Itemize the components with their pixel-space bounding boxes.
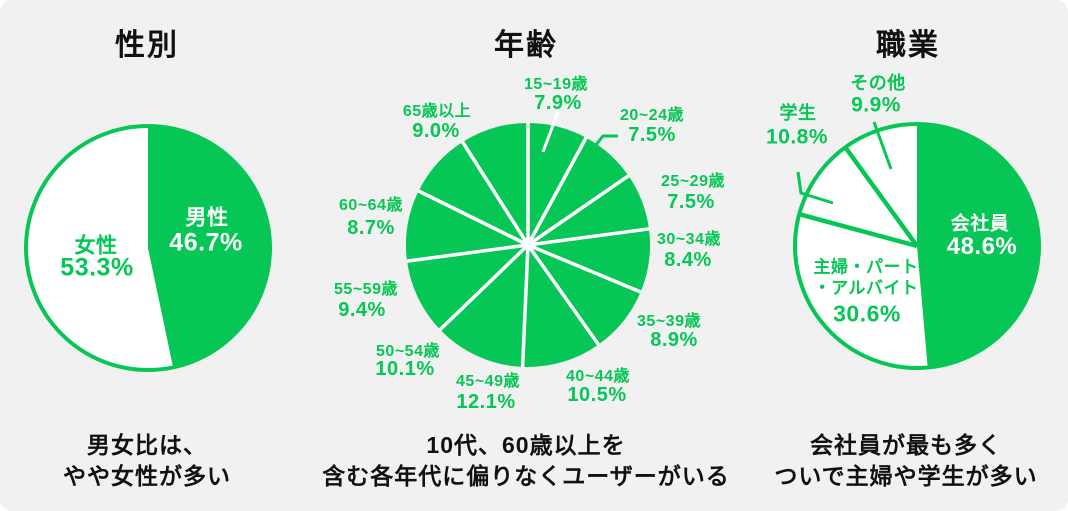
age-slice-6-value: 12.1%	[456, 391, 516, 413]
job-slice-0-value: 48.6%	[946, 233, 1018, 260]
job-leader-line-student	[796, 171, 834, 205]
caption-gender-line2: やや女性が多い	[63, 463, 231, 489]
age-slice-divider-3	[527, 227, 650, 247]
age-slice-9-value: 8.7%	[347, 217, 395, 239]
age-slice-7-value: 10.1%	[375, 358, 435, 380]
caption-age-line2: 含む各年代に偏りなくユーザーがいる	[322, 463, 730, 489]
job-slice-0	[917, 124, 1040, 368]
job-slice-1-label-line1: 主婦・パート	[813, 257, 919, 277]
caption-gender-line1: 男女比は、	[87, 432, 207, 458]
age-slice-divider-10	[461, 141, 530, 246]
gender-slice-female-label: 女性	[74, 234, 118, 258]
age-slice-divider-6	[520, 244, 530, 367]
job-slice-3-value: 9.9%	[851, 93, 901, 117]
gender-slice-female	[26, 126, 174, 371]
job-slice-2-label: 学生	[779, 103, 817, 123]
caption-age-line1: 10代、60歳以上を	[426, 432, 626, 458]
age-slice-2-value: 7.5%	[667, 191, 715, 213]
age-slice-3-value: 8.4%	[664, 249, 712, 271]
caption-gender: 男女比は、 やや女性が多い	[63, 430, 231, 492]
age-leader-line-15-19	[541, 108, 561, 153]
age-slice-5-value: 10.5%	[567, 384, 627, 406]
age-slice-5	[522, 245, 599, 367]
job-slice-divider-1	[843, 145, 919, 248]
age-slice-0-label: 15~19歳	[524, 76, 588, 93]
age-leader-line-20-24	[578, 134, 618, 166]
age-slice-6	[440, 245, 528, 367]
age-slice-4	[528, 245, 641, 345]
age-slice-5-label: 40~44歳	[566, 368, 630, 385]
gender-slice-male	[148, 126, 271, 368]
gender-slice-male-label: 男性	[185, 206, 229, 230]
caption-occupation-line1: 会社員が最も多く	[810, 432, 1002, 458]
age-slice-7-label: 50~54歳	[376, 343, 440, 360]
age-slice-1-value: 7.5%	[628, 124, 676, 146]
job-slice-0-label: 会社員	[950, 213, 1010, 235]
age-slice-divider-9	[417, 189, 529, 247]
age-slice-2	[528, 175, 649, 245]
age-slice-4-value: 8.9%	[650, 329, 698, 351]
age-slice-4-label: 35~39歳	[637, 313, 701, 330]
job-slice-divider-0	[798, 212, 918, 249]
job-leader-line-other	[872, 121, 893, 170]
job-slice-2-value: 10.8%	[765, 125, 829, 149]
caption-occupation: 会社員が最も多く ついで主婦や学生が多い	[774, 430, 1037, 492]
age-slice-divider-2	[527, 174, 630, 247]
age-slice-divider-5	[526, 243, 600, 346]
age-slice-10	[462, 123, 528, 245]
age-slice-2-label: 25~29歳	[661, 173, 725, 190]
caption-age: 10代、60歳以上を 含む各年代に偏りなくユーザーがいる	[322, 430, 730, 492]
age-slice-divider-8	[406, 243, 529, 263]
job-slice-3-label: その他	[850, 73, 906, 93]
age-slice-1-label: 20~24歳	[620, 107, 684, 124]
age-slice-10-value: 9.0%	[412, 120, 460, 142]
age-slice-divider-7	[438, 243, 530, 331]
job-slice-1-value: 30.6%	[833, 300, 901, 327]
chart-title-gender: 性別	[115, 29, 179, 62]
age-slice-8-label: 55~59歳	[334, 281, 398, 298]
age-slice-8-value: 9.4%	[338, 299, 386, 321]
caption-occupation-line2: ついで主婦や学生が多い	[774, 463, 1038, 489]
job-slice-3	[845, 124, 917, 246]
gender-slice-male-value: 46.7%	[169, 228, 243, 257]
age-slice-1	[528, 137, 629, 245]
age-slice-divider-1	[526, 136, 588, 246]
age-slice-8	[405, 190, 528, 262]
age-slice-3	[528, 228, 651, 293]
job-slice-1-label-line2: ・アルバイト	[813, 278, 919, 298]
gender-slice-female-value: 53.3%	[60, 253, 134, 282]
age-slice-3-label: 30~34歳	[657, 231, 721, 248]
age-slice-6-label: 45~49歳	[456, 373, 520, 390]
chart-title-occupation: 職業	[876, 29, 940, 62]
age-slice-divider-4	[527, 243, 642, 294]
age-slice-9-label: 60~64歳	[339, 197, 403, 214]
age-slice-9	[418, 141, 528, 245]
age-slice-7	[407, 245, 528, 330]
chart-title-age: 年齢	[494, 29, 558, 62]
age-slice-10-label: 65歳以上	[402, 103, 472, 120]
age-slice-0-value: 7.9%	[534, 92, 582, 114]
age-pie-center-dot	[522, 239, 534, 251]
